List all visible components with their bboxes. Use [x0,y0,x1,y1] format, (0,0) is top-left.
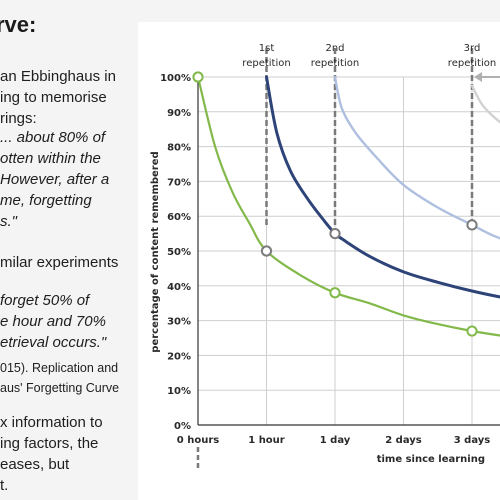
body-text-line: aus' Forgetting Curve [0,381,120,395]
body-text-line: ing to memorise [0,89,107,106]
repetition-label-text: repetition [311,58,359,69]
y-tick-label: 70% [167,177,191,188]
x-tick-label: 2 days [385,435,422,446]
body-text-line: x information to [0,414,103,431]
forgetting-curve-chart: 0% 10% 20% 30% 40% 50% 60% 70% 80% 90% 100% 0 hours… [150,43,500,469]
body-text-line: otten within the [0,150,101,167]
x-tick-label: 1 hour [248,435,285,446]
body-text-line: t. [0,477,9,494]
y-tick-label: 30% [167,317,191,328]
body-text-line: milar experiments [0,254,119,271]
y-tick-label: 40% [167,282,191,293]
y-tick-label: 10% [167,386,191,397]
data-point-marker [466,325,478,337]
repetition-label-number: 3rd [464,43,481,54]
y-tick-label: 20% [167,351,191,362]
body-text-line: rings: [0,110,37,127]
body-text-line: s." [0,213,17,230]
repetition-label-text: repetition [242,58,290,69]
data-point-marker [192,71,204,83]
body-text-line: However, after a [0,171,110,188]
body-text-line: forget 50% of [0,292,90,309]
body-text-line: an Ebbinghaus in [0,68,116,85]
y-axis-label: percentage of content remembered [150,151,161,352]
body-text-line: ing factors, the [0,435,99,452]
x-axis-label: time since learning [377,454,485,465]
x-tick-label: 3 days [454,435,491,446]
y-tick-label: 60% [167,212,191,223]
y-tick-label: 50% [167,247,191,258]
slide-heading: rve: [0,12,37,37]
forgetting-curve-pale [470,84,500,124]
data-point-marker [260,245,273,257]
body-text-line: ... about 80% of [0,129,106,146]
y-tick-label: 90% [167,108,191,119]
body-text-line: etrieval occurs." [0,334,107,351]
forgetting-curve-green [196,75,500,337]
x-tick-label: 1 day [320,435,351,446]
y-tick-label: 80% [167,143,191,154]
y-tick-label: 100% [160,73,191,84]
body-text-line: eases, but [0,456,70,473]
data-point-marker [466,219,478,231]
arrow-head-icon [474,72,482,82]
data-point-marker [329,287,341,299]
body-text-line: 015). Replication and [0,361,119,375]
forgetting-curve-lightblue [333,75,500,240]
body-text-line: me, forgetting [0,192,92,209]
forgetting-curve-navy [265,75,500,299]
x-tick-label: 0 hours [177,435,219,446]
y-tick-label: 0% [174,421,191,432]
slide-text-panel: rve: an Ebbinghaus in ing to memorise ring… [0,0,140,500]
repetition-label-number: 2nd [325,43,344,54]
data-point-marker [329,228,341,240]
repetition-label-text: repetition [448,58,496,69]
repetition-label-number: 1st [259,43,275,54]
body-text-line: e hour and 70% [0,313,106,330]
